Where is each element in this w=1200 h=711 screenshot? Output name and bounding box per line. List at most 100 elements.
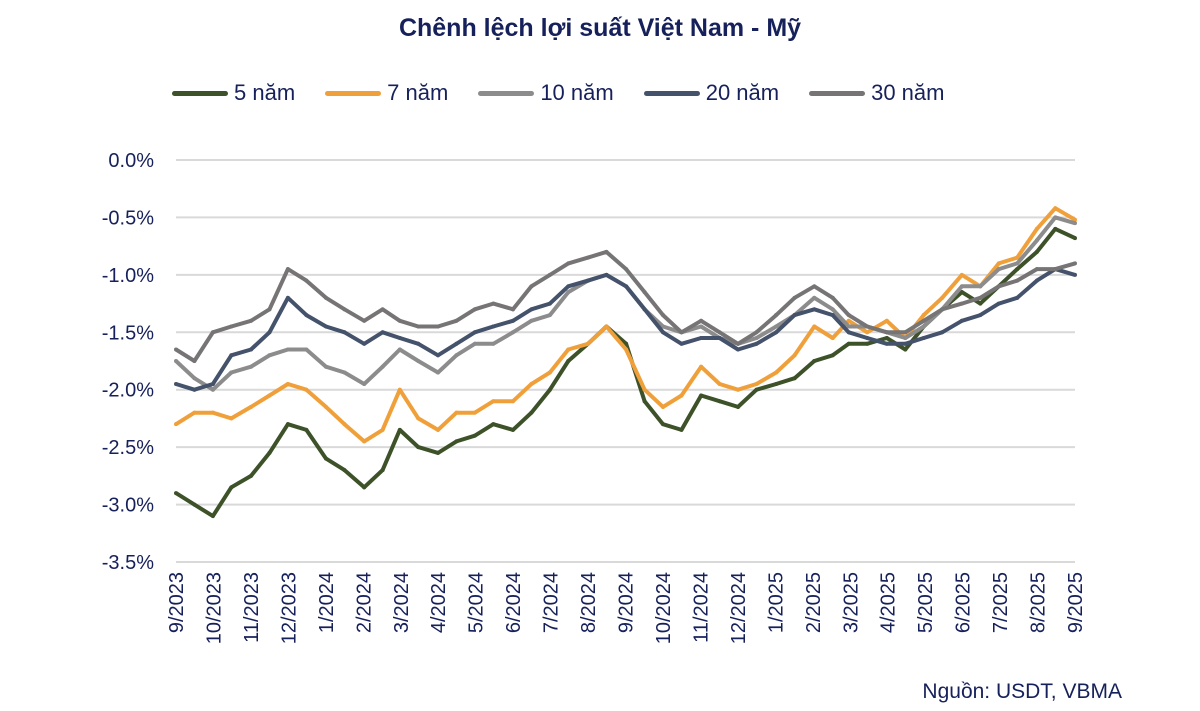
data-point — [416, 341, 421, 346]
data-point — [754, 330, 759, 335]
data-point — [454, 410, 459, 415]
data-point — [921, 324, 926, 329]
data-point — [362, 341, 367, 346]
data-point — [736, 404, 741, 409]
data-point — [1034, 226, 1039, 231]
x-tick-label: 10/2024 — [653, 572, 675, 644]
legend-label: 10 năm — [540, 80, 614, 105]
data-point — [978, 295, 983, 300]
data-point — [921, 336, 926, 341]
data-point — [510, 330, 515, 335]
data-point — [472, 410, 477, 415]
data-point — [192, 359, 197, 363]
data-point — [342, 468, 347, 473]
data-point — [229, 416, 234, 421]
legend-swatch — [478, 90, 535, 96]
data-point — [324, 456, 329, 461]
data-point — [792, 376, 797, 381]
data-point — [285, 295, 290, 300]
legend-swatch — [809, 90, 866, 96]
data-point — [846, 313, 851, 318]
data-point — [699, 393, 704, 398]
series-line-10-năm — [174, 215, 1076, 392]
data-point — [1073, 261, 1077, 266]
data-point — [585, 278, 590, 283]
data-point — [699, 336, 704, 341]
data-point — [510, 307, 515, 312]
data-point — [661, 330, 666, 335]
data-point — [174, 422, 178, 427]
data-point — [884, 336, 889, 341]
data-point — [679, 330, 684, 335]
y-tick-label: -3.5% — [102, 552, 154, 574]
data-point — [510, 318, 515, 323]
data-point — [884, 318, 889, 323]
data-point — [996, 267, 1001, 272]
y-tick-label: -2.0% — [102, 380, 154, 402]
data-point — [342, 330, 347, 335]
data-point — [267, 353, 272, 358]
data-point — [566, 284, 571, 289]
data-point — [529, 318, 534, 323]
data-point — [1015, 278, 1020, 283]
data-point — [491, 422, 496, 427]
data-point — [547, 301, 552, 306]
data-point — [397, 336, 402, 341]
legend-swatch — [172, 90, 228, 96]
data-point — [996, 284, 1001, 289]
data-point — [624, 284, 629, 289]
data-point — [472, 341, 477, 346]
data-point — [754, 387, 759, 392]
data-point — [380, 427, 385, 432]
data-point — [978, 284, 983, 289]
x-tick-label: 9/2025 — [1065, 572, 1087, 633]
x-tick-label: 10/2023 — [203, 572, 225, 644]
data-point — [1015, 295, 1020, 300]
x-tick-label: 5/2024 — [466, 572, 488, 633]
data-point — [380, 307, 385, 312]
data-point — [267, 393, 272, 398]
data-point — [996, 261, 1001, 266]
data-point — [210, 330, 215, 335]
data-point — [362, 318, 367, 323]
x-tick-label: 12/2023 — [278, 572, 300, 644]
data-point — [921, 313, 926, 318]
x-tick-label: 4/2025 — [878, 572, 900, 633]
data-point — [566, 359, 571, 363]
data-point — [362, 485, 367, 490]
data-point — [699, 318, 704, 323]
data-point — [174, 381, 178, 386]
y-tick-label: -1.5% — [102, 322, 154, 344]
data-point — [174, 359, 178, 363]
legend-item: 7 năm — [325, 80, 448, 106]
data-point — [865, 336, 870, 341]
data-point — [642, 399, 647, 404]
data-point — [324, 404, 329, 409]
data-point — [397, 318, 402, 323]
data-point — [830, 336, 835, 341]
data-point — [661, 324, 666, 329]
data-point — [940, 307, 945, 312]
data-point — [774, 330, 779, 335]
data-point — [362, 381, 367, 386]
data-point — [304, 278, 309, 283]
x-tick-label: 6/2024 — [503, 572, 525, 633]
data-point — [210, 410, 215, 415]
data-point — [397, 427, 402, 432]
series-line-7-năm — [174, 206, 1077, 444]
data-point — [736, 347, 741, 352]
data-point — [624, 267, 629, 272]
data-point — [229, 370, 234, 375]
data-point — [865, 330, 870, 335]
data-point — [717, 381, 722, 386]
data-point — [996, 301, 1001, 306]
data-point — [472, 330, 477, 335]
data-point — [959, 290, 964, 295]
data-point — [416, 445, 421, 450]
y-tick-label: -0.5% — [102, 207, 154, 229]
x-tick-label: 6/2025 — [953, 572, 975, 633]
data-point — [624, 341, 629, 346]
data-point — [884, 341, 889, 346]
data-point — [585, 255, 590, 260]
x-tick-label: 8/2024 — [578, 572, 600, 633]
